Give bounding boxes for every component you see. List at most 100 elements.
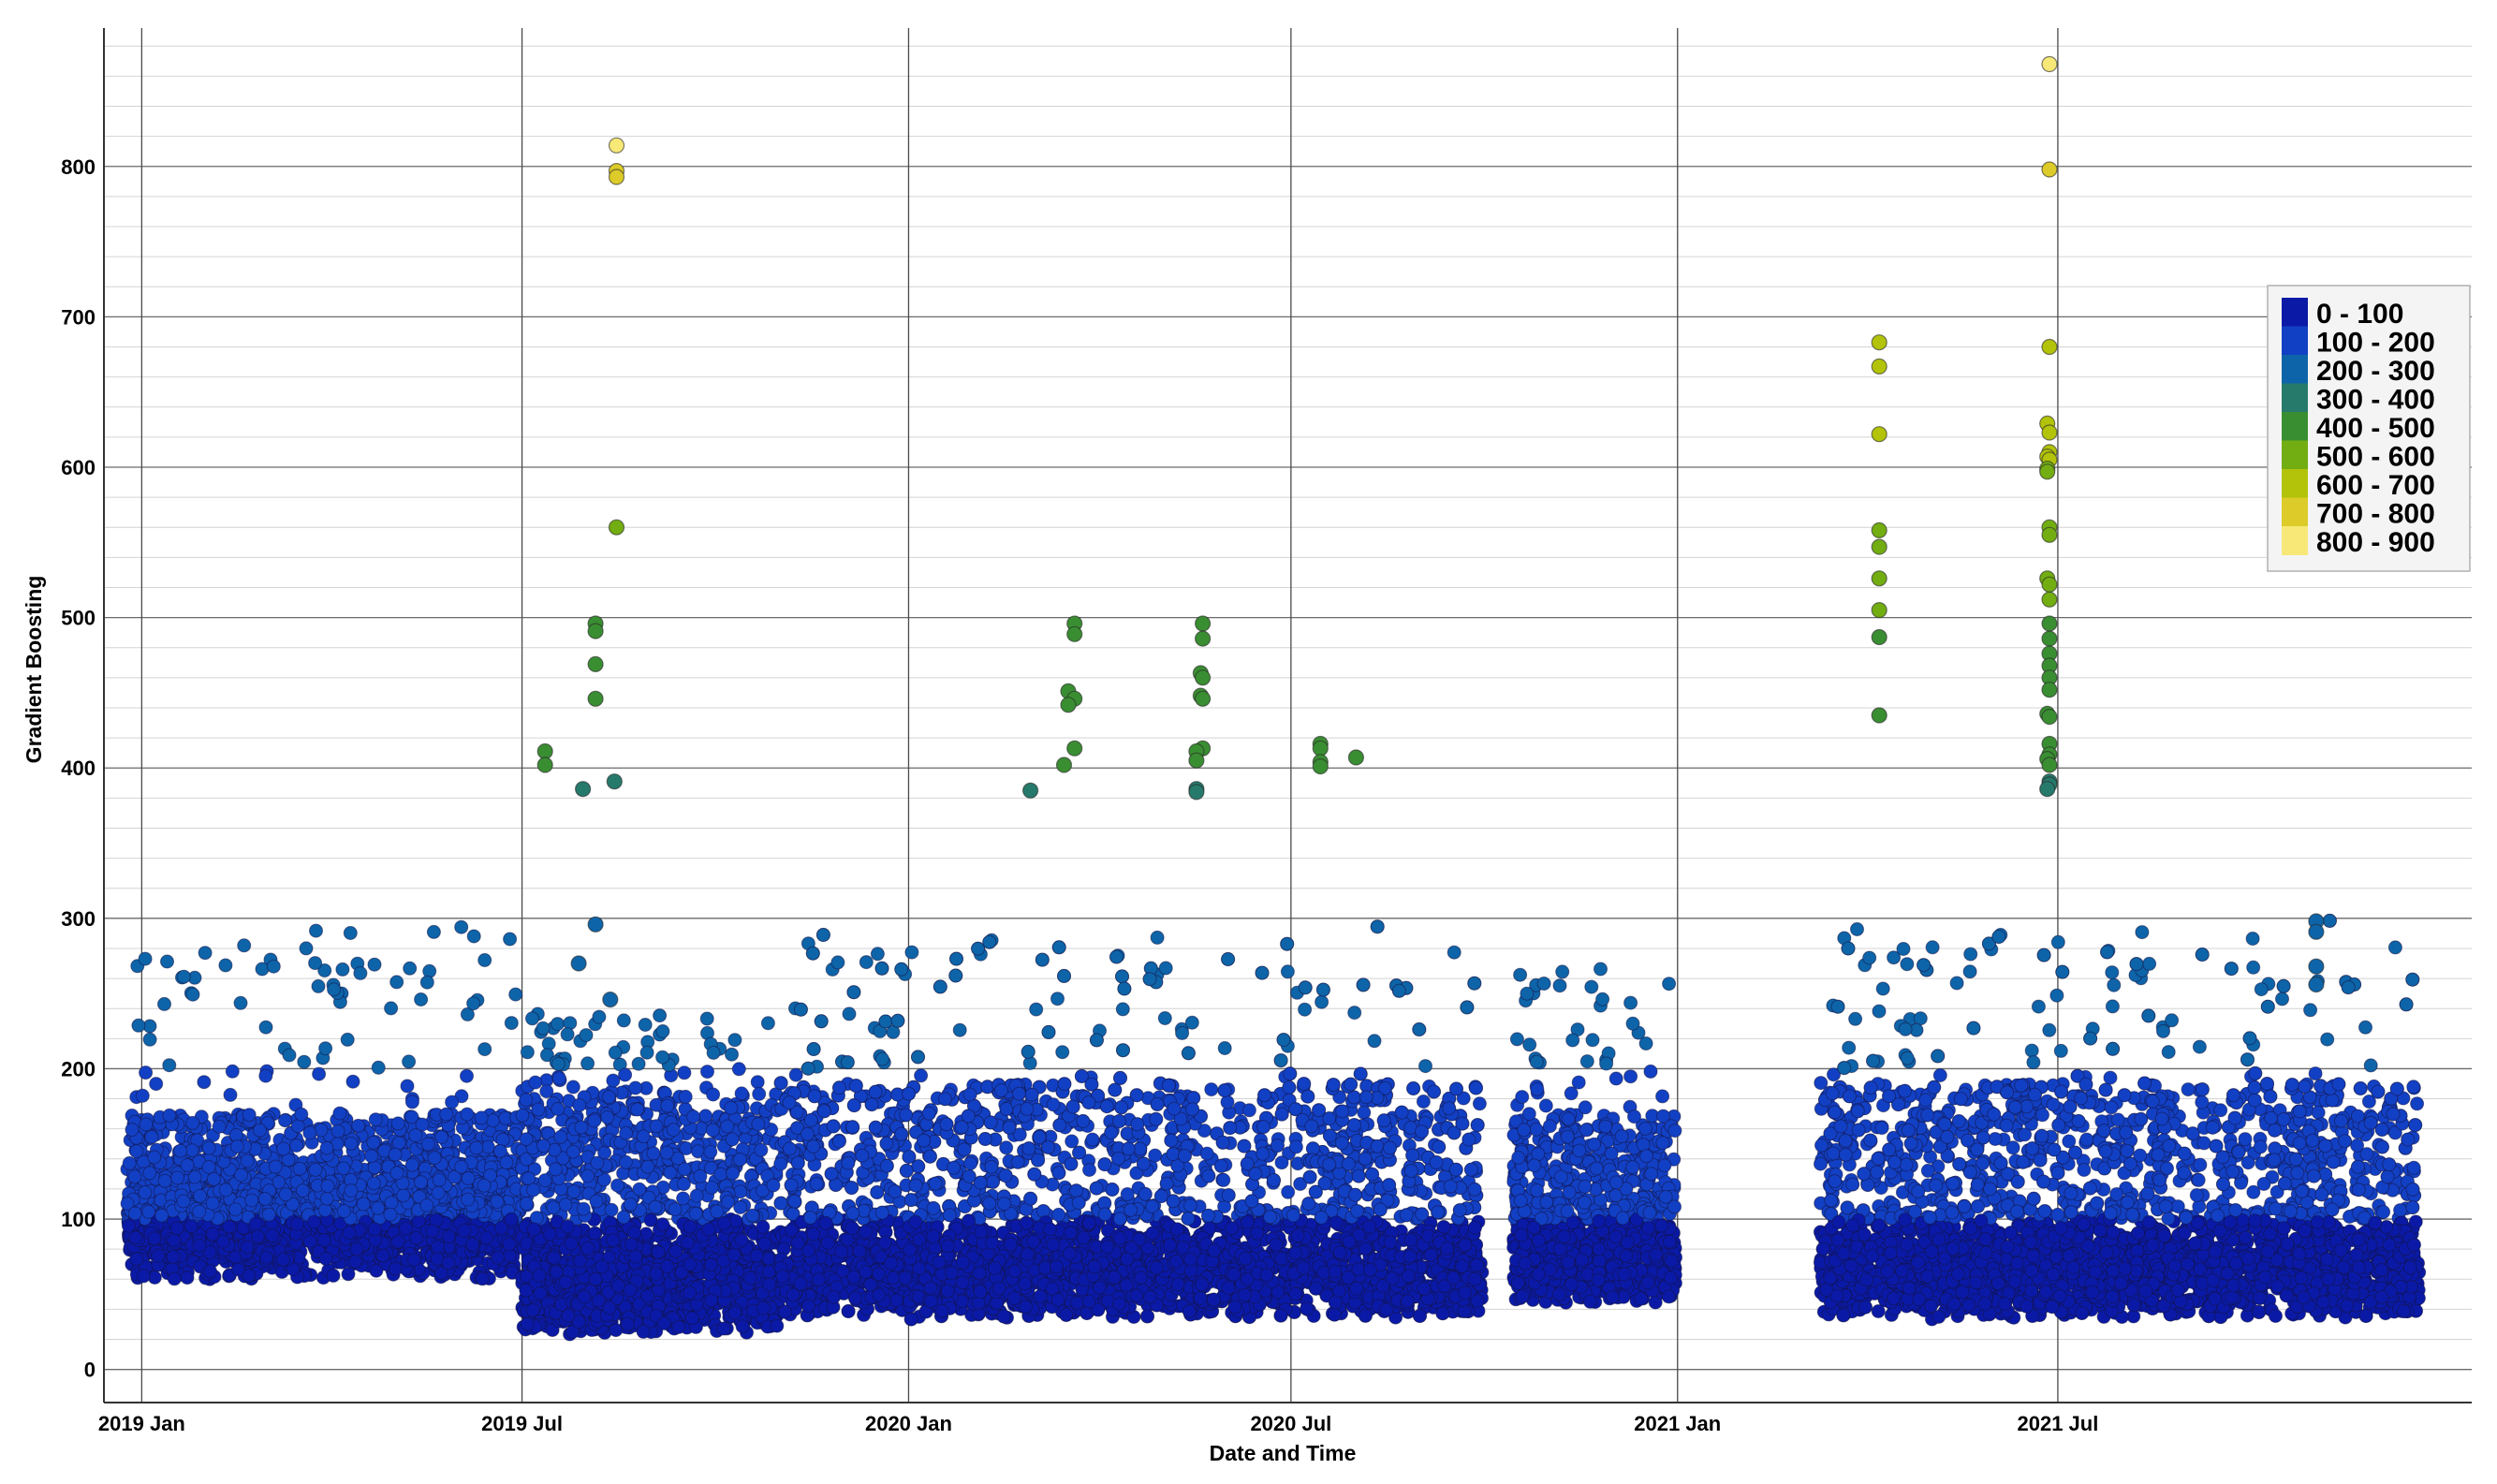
data-point: [160, 954, 174, 969]
data-point: [369, 1263, 384, 1278]
data-point: [144, 1129, 159, 1144]
data-point: [129, 1252, 144, 1267]
data-point: [704, 1257, 718, 1272]
data-point: [391, 1136, 406, 1151]
data-point: [461, 1192, 476, 1207]
data-point: [526, 1222, 541, 1237]
data-point: [627, 1226, 641, 1241]
data-point: [592, 1009, 607, 1024]
data-point: [536, 1139, 551, 1153]
data-point: [727, 1033, 742, 1048]
data-point: [561, 1308, 576, 1323]
data-point: [356, 1197, 371, 1212]
data-point: [344, 1136, 359, 1151]
data-point: [666, 1123, 681, 1138]
data-point: [649, 1267, 664, 1282]
data-point: [353, 965, 368, 980]
data-point: [655, 1050, 670, 1065]
data-point: [628, 1080, 643, 1095]
data-point: [733, 1200, 748, 1214]
data-point: [558, 1197, 573, 1212]
data-point: [162, 1058, 177, 1073]
data-point: [533, 1286, 548, 1300]
data-point: [128, 1230, 143, 1245]
data-point: [743, 1271, 757, 1286]
data-point: [502, 1237, 517, 1252]
data-point: [606, 1073, 621, 1088]
data-point: [403, 961, 418, 976]
data-point: [351, 1118, 366, 1133]
data-point: [139, 1117, 154, 1132]
data-point: [590, 1155, 605, 1170]
data-point: [344, 1183, 359, 1198]
data-point: [577, 1289, 592, 1304]
data-point: [539, 1084, 554, 1099]
data-point: [460, 1107, 475, 1122]
data-point: [388, 1147, 403, 1162]
data-point: [396, 1188, 411, 1203]
data-point: [579, 1028, 594, 1043]
data-point: [167, 1233, 182, 1248]
data-point: [705, 1123, 720, 1138]
data-point: [494, 1221, 508, 1235]
data-point: [345, 1074, 360, 1089]
data-point: [728, 1213, 743, 1228]
data-point: [335, 962, 350, 977]
data-point: [542, 1227, 557, 1242]
data-point: [725, 1047, 739, 1062]
data-point: [655, 1217, 670, 1232]
data-point: [419, 1197, 434, 1212]
data-point: [659, 1145, 674, 1160]
data-point: [616, 1013, 631, 1028]
data-point: [201, 1160, 216, 1174]
data-point: [228, 1202, 242, 1217]
data-point: [551, 1071, 566, 1086]
data-point: [735, 1319, 750, 1334]
data-point: [278, 1187, 293, 1202]
data-point: [551, 1102, 565, 1116]
data-point: [704, 1180, 719, 1195]
data-point: [368, 1112, 383, 1127]
data-points: [120, 913, 2427, 1342]
data-point: [250, 1229, 265, 1244]
data-point: [237, 938, 252, 953]
data-point: [257, 1192, 272, 1206]
data-point: [732, 1153, 747, 1167]
data-point: [425, 1224, 440, 1239]
data-point: [426, 924, 441, 939]
data-point: [180, 1271, 195, 1286]
data-point: [495, 1132, 510, 1147]
data-point: [414, 1175, 428, 1190]
data-point: [525, 1011, 539, 1026]
data-point: [276, 1141, 291, 1156]
data-point: [275, 1252, 290, 1267]
data-point: [609, 1323, 624, 1338]
data-point: [731, 1062, 746, 1077]
data-point: [223, 1087, 238, 1102]
data-point: [704, 1293, 719, 1308]
data-point: [265, 1228, 280, 1243]
data-point: [151, 1248, 166, 1263]
data-point: [553, 1129, 568, 1144]
data-point: [320, 1179, 335, 1194]
data-point: [526, 1183, 541, 1197]
data-point: [549, 1265, 564, 1280]
data-point: [660, 1098, 675, 1113]
data-point: [520, 1316, 535, 1331]
data-point: [580, 1056, 595, 1071]
data-point: [576, 1201, 591, 1216]
data-point: [551, 1017, 565, 1032]
data-point: [716, 1321, 731, 1336]
data-point: [636, 1324, 651, 1339]
data-point: [630, 1102, 645, 1117]
data-point: [551, 1056, 565, 1071]
data-point: [726, 1166, 740, 1181]
data-point: [620, 1316, 635, 1331]
data-point: [127, 1169, 142, 1184]
data-point: [734, 1233, 749, 1248]
data-point: [420, 1137, 435, 1152]
data-point: [725, 1132, 740, 1147]
data-point: [327, 982, 342, 997]
data-point: [192, 1238, 207, 1253]
